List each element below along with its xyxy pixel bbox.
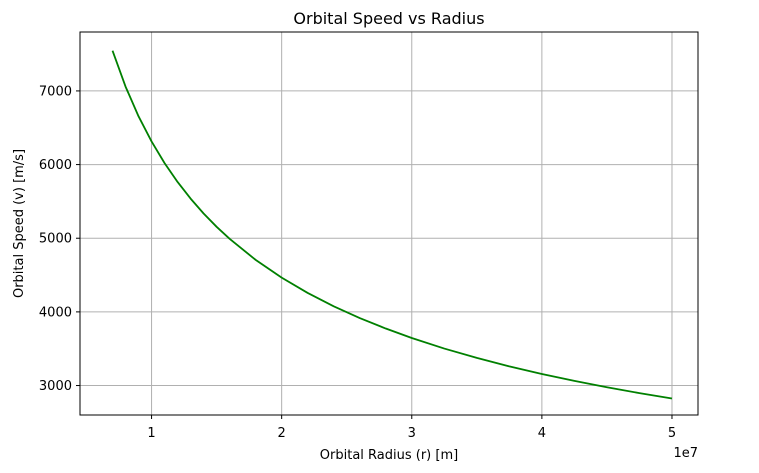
x-tick-label: 5 (668, 426, 676, 441)
x-tick-label: 2 (278, 426, 286, 441)
chart-title: Orbital Speed vs Radius (293, 9, 484, 28)
x-tick-label: 3 (408, 426, 416, 441)
series-line-orbital-speed (111, 50, 673, 400)
y-tick-label: 4000 (39, 305, 72, 320)
y-axis-label: Orbital Speed (v) [m/s] (12, 149, 27, 298)
y-tick-label: 7000 (39, 84, 72, 99)
ticks: 1 2 3 4 5 3000 4000 5000 6000 7000 (39, 84, 676, 441)
x-tick-label: 1 (147, 426, 155, 441)
x-tick-label: 4 (538, 426, 546, 441)
x-axis-label: Orbital Radius (r) [m] (320, 448, 458, 463)
y-tick-label: 6000 (39, 158, 72, 173)
plot-frame (79, 31, 699, 416)
series-layer (111, 50, 673, 400)
y-tick-label: 3000 (39, 379, 72, 394)
x-axis-offset-label: 1e7 (673, 446, 698, 461)
grid (80, 32, 698, 415)
y-tick-label: 5000 (39, 232, 72, 247)
